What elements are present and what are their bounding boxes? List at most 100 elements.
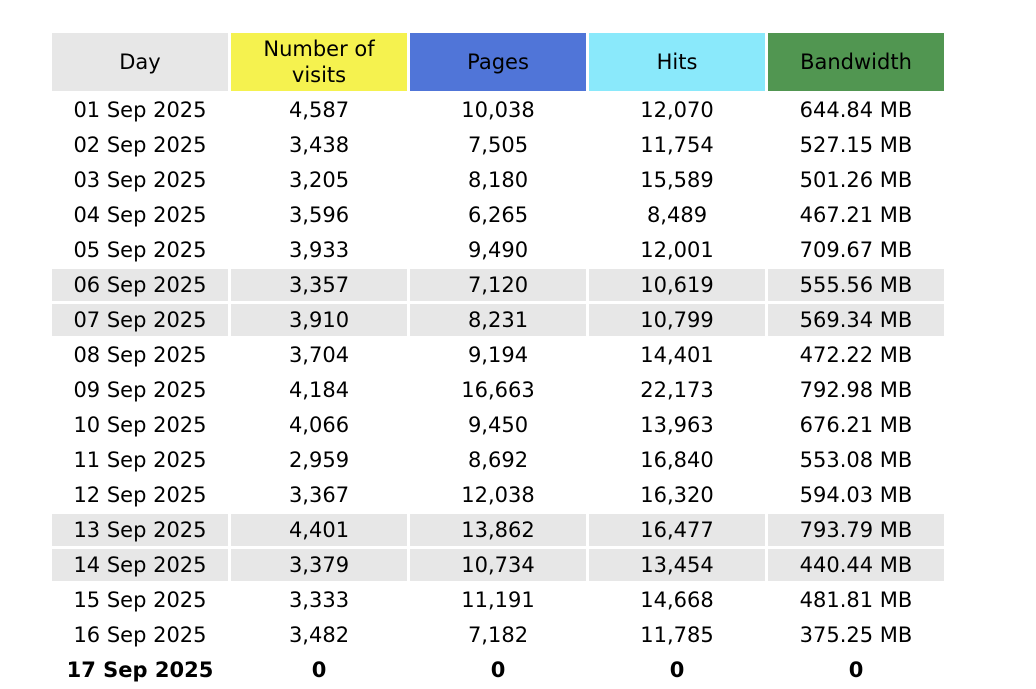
cell-bandwidth: 644.84 MB	[799, 98, 913, 122]
cell-visits: 3,910	[231, 304, 407, 336]
cell-visits: 4,587	[288, 98, 350, 122]
cell-pages: 13,862	[410, 514, 586, 546]
table-row: 01 Sep 2025 4,587 10,038 12,070 644.84 MB	[52, 94, 944, 126]
table-row: 05 Sep 2025 3,933 9,490 12,001 709.67 MB	[52, 234, 944, 266]
cell-day: 14 Sep 2025	[52, 549, 228, 581]
cell-bandwidth: 676.21 MB	[799, 413, 913, 437]
cell-pages: 7,505	[467, 133, 529, 157]
table-row: 17 Sep 2025 0 0 0 0	[52, 654, 944, 686]
table-row: 16 Sep 2025 3,482 7,182 11,785 375.25 MB	[52, 619, 944, 651]
table-row: 06 Sep 2025 3,357 7,120 10,619 555.56 MB	[52, 269, 944, 301]
cell-bandwidth: 709.67 MB	[799, 238, 913, 262]
cell-hits: 0	[669, 658, 685, 682]
cell-pages: 16,663	[461, 378, 535, 402]
cell-day: 16 Sep 2025	[73, 623, 207, 647]
cell-visits: 3,438	[288, 133, 350, 157]
table-body: 01 Sep 2025 4,587 10,038 12,070 644.84 MB 02 …	[52, 94, 944, 686]
cell-hits: 22,173	[640, 378, 714, 402]
cell-hits: 16,477	[589, 514, 765, 546]
cell-day: 04 Sep 2025	[73, 203, 207, 227]
cell-visits: 3,379	[231, 549, 407, 581]
cell-bandwidth: 375.25 MB	[799, 623, 913, 647]
cell-bandwidth: 555.56 MB	[768, 269, 944, 301]
cell-visits: 3,205	[288, 168, 350, 192]
cell-day: 10 Sep 2025	[73, 413, 207, 437]
cell-visits: 3,933	[288, 238, 350, 262]
cell-visits: 3,367	[288, 483, 350, 507]
cell-hits: 13,454	[589, 549, 765, 581]
cell-hits: 10,799	[589, 304, 765, 336]
cell-hits: 11,785	[640, 623, 714, 647]
cell-pages: 7,182	[467, 623, 529, 647]
cell-day: 07 Sep 2025	[52, 304, 228, 336]
cell-bandwidth: 553.08 MB	[799, 448, 913, 472]
cell-visits: 3,333	[288, 588, 350, 612]
cell-day: 08 Sep 2025	[73, 343, 207, 367]
cell-day: 09 Sep 2025	[73, 378, 207, 402]
cell-hits: 14,668	[640, 588, 714, 612]
cell-day: 01 Sep 2025	[73, 98, 207, 122]
cell-bandwidth: 440.44 MB	[768, 549, 944, 581]
cell-bandwidth: 501.26 MB	[799, 168, 913, 192]
cell-visits: 4,066	[288, 413, 350, 437]
cell-day: 15 Sep 2025	[73, 588, 207, 612]
column-header-visits: Number of visits	[231, 33, 407, 91]
cell-hits: 10,619	[589, 269, 765, 301]
cell-hits: 13,963	[640, 413, 714, 437]
daily-stats-table: Day Number of visits Pages Hits Bandwidt…	[49, 30, 947, 689]
cell-pages: 8,692	[467, 448, 529, 472]
cell-hits: 14,401	[640, 343, 714, 367]
cell-pages: 8,231	[410, 304, 586, 336]
cell-bandwidth: 0	[848, 658, 864, 682]
cell-visits: 3,704	[288, 343, 350, 367]
cell-pages: 9,490	[467, 238, 529, 262]
cell-bandwidth: 569.34 MB	[768, 304, 944, 336]
cell-pages: 11,191	[461, 588, 535, 612]
cell-day: 02 Sep 2025	[73, 133, 207, 157]
cell-day: 12 Sep 2025	[73, 483, 207, 507]
column-header-pages: Pages	[410, 33, 586, 91]
cell-day: 06 Sep 2025	[52, 269, 228, 301]
cell-bandwidth: 792.98 MB	[799, 378, 913, 402]
cell-hits: 8,489	[646, 203, 708, 227]
table-row: 07 Sep 2025 3,910 8,231 10,799 569.34 MB	[52, 304, 944, 336]
cell-bandwidth: 793.79 MB	[768, 514, 944, 546]
cell-bandwidth: 594.03 MB	[799, 483, 913, 507]
cell-day: 17 Sep 2025	[66, 658, 214, 682]
cell-bandwidth: 481.81 MB	[799, 588, 913, 612]
cell-hits: 15,589	[640, 168, 714, 192]
table-row: 08 Sep 2025 3,704 9,194 14,401 472.22 MB	[52, 339, 944, 371]
cell-hits: 16,840	[640, 448, 714, 472]
cell-pages: 12,038	[461, 483, 535, 507]
table-row: 09 Sep 2025 4,184 16,663 22,173 792.98 MB	[52, 374, 944, 406]
cell-pages: 10,734	[410, 549, 586, 581]
cell-hits: 16,320	[640, 483, 714, 507]
cell-visits: 3,482	[288, 623, 350, 647]
cell-bandwidth: 472.22 MB	[799, 343, 913, 367]
header-row: Day Number of visits Pages Hits Bandwidt…	[52, 33, 944, 91]
column-header-bandwidth: Bandwidth	[768, 33, 944, 91]
table-row: 02 Sep 2025 3,438 7,505 11,754 527.15 MB	[52, 129, 944, 161]
cell-visits: 4,184	[288, 378, 350, 402]
cell-pages: 0	[490, 658, 506, 682]
cell-visits: 3,357	[231, 269, 407, 301]
cell-day: 13 Sep 2025	[52, 514, 228, 546]
cell-visits: 4,401	[231, 514, 407, 546]
table-header: Day Number of visits Pages Hits Bandwidt…	[52, 33, 944, 91]
table-row: 14 Sep 2025 3,379 10,734 13,454 440.44 MB	[52, 549, 944, 581]
column-header-hits: Hits	[589, 33, 765, 91]
cell-day: 03 Sep 2025	[73, 168, 207, 192]
cell-day: 11 Sep 2025	[73, 448, 207, 472]
cell-visits: 3,596	[288, 203, 350, 227]
cell-hits: 12,001	[640, 238, 714, 262]
cell-visits: 0	[311, 658, 327, 682]
cell-bandwidth: 527.15 MB	[799, 133, 913, 157]
table-row: 03 Sep 2025 3,205 8,180 15,589 501.26 MB	[52, 164, 944, 196]
cell-pages: 9,194	[467, 343, 529, 367]
cell-hits: 12,070	[640, 98, 714, 122]
table-row: 11 Sep 2025 2,959 8,692 16,840 553.08 MB	[52, 444, 944, 476]
cell-pages: 7,120	[410, 269, 586, 301]
cell-bandwidth: 467.21 MB	[799, 203, 913, 227]
table-row: 13 Sep 2025 4,401 13,862 16,477 793.79 MB	[52, 514, 944, 546]
cell-day: 05 Sep 2025	[73, 238, 207, 262]
